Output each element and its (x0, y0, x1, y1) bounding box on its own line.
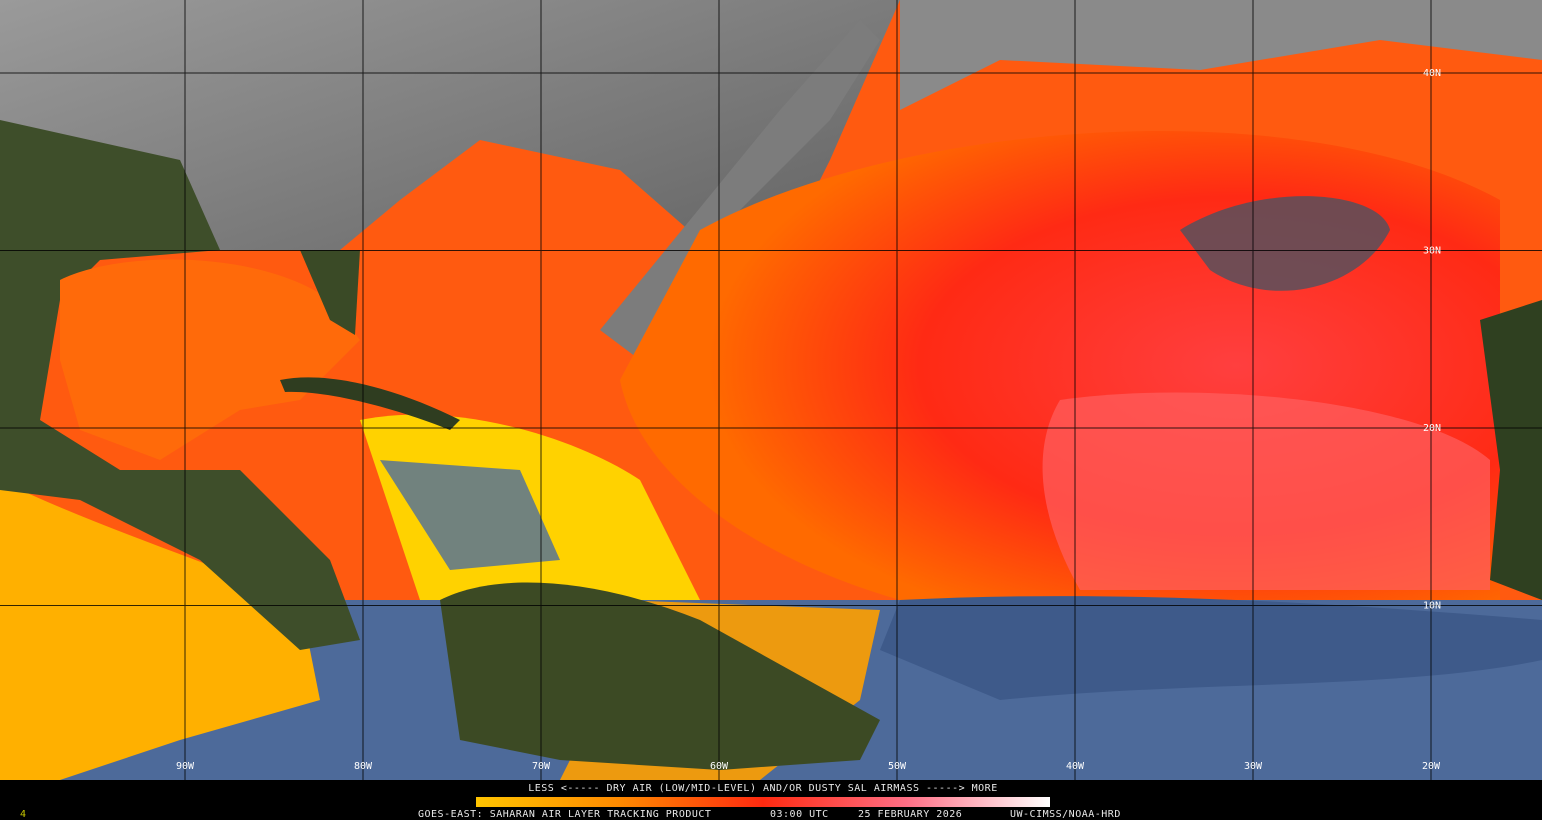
product-name: GOES-EAST: SAHARAN AIR LAYER TRACKING PR… (418, 809, 711, 820)
grid-labels: 90W 80W 70W 60W 50W 40W 30W 20W 40N 30N 20N 10N (176, 68, 1441, 772)
legend-caption: LESS <----- DRY AIR (LOW/MID-LEVEL) AND/… (528, 783, 997, 794)
longitude-label: 20W (1422, 761, 1441, 772)
color-scale (476, 797, 1050, 807)
credit: UW-CIMSS/NOAA-HRD (1010, 809, 1121, 820)
longitude-label: 80W (354, 761, 373, 772)
imagery (0, 0, 1542, 780)
longitude-label: 50W (888, 761, 907, 772)
longitude-label: 40W (1066, 761, 1085, 772)
longitude-label: 70W (532, 761, 551, 772)
time: 03:00 UTC (770, 809, 829, 820)
date: 25 FEBRUARY 2026 (858, 809, 962, 820)
longitude-label: 90W (176, 761, 195, 772)
frame-number: 4 (20, 809, 27, 820)
longitude-label: 60W (710, 761, 729, 772)
latitude-label: 40N (1423, 68, 1441, 79)
graticule (0, 0, 1542, 780)
latitude-label: 30N (1423, 246, 1441, 257)
longitude-label: 30W (1244, 761, 1263, 772)
latitude-label: 20N (1423, 423, 1441, 434)
latitude-label: 10N (1423, 601, 1441, 612)
